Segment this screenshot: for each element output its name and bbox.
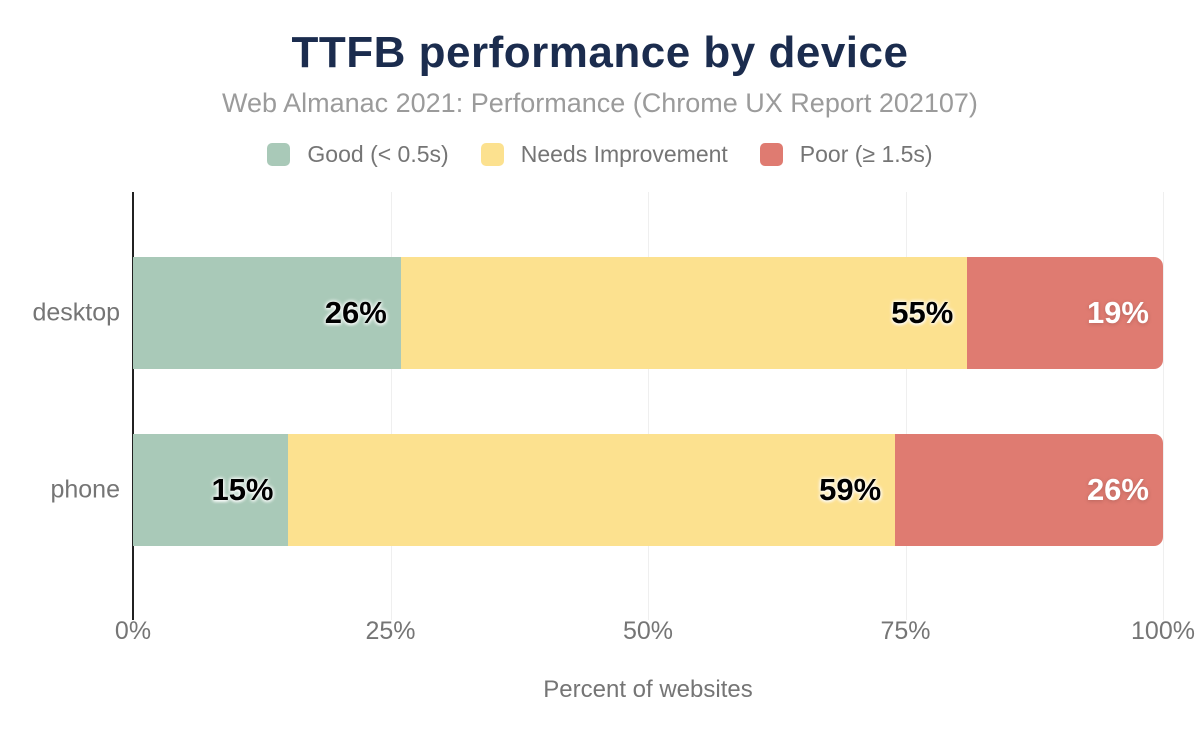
chart-legend: Good (< 0.5s) Needs Improvement Poor (≥ 1.… (0, 141, 1200, 168)
bar-segment-desktop-needs-improvement: 55% (400, 257, 968, 369)
plot-area: 0% 25% 50% 75% 100% desktop 26% 55% 19% phone 15% 5… (32, 192, 1195, 645)
legend-swatch-icon (480, 143, 504, 166)
gridline-100% (1163, 192, 1164, 620)
legend-item-needs-improvement: Needs Improvement (480, 141, 728, 168)
chart-subtitle: Web Almanac 2021: Performance (Chrome UX… (222, 88, 978, 118)
chart-title: TTFB performance by device (291, 28, 909, 77)
legend-label: Poor (≥ 1.5s) (799, 141, 933, 167)
x-tick-label-100%: 100% (1131, 617, 1195, 645)
bar-value-label: 59% (819, 472, 882, 507)
bar-value-label: 55% (891, 295, 954, 330)
gridline-75% (905, 192, 907, 620)
stacked-bar-phone: 15% 59% 26% (133, 434, 1163, 546)
x-tick-label-50%: 50% (622, 617, 674, 645)
bar-segment-desktop-good-0-5s: 26% (133, 257, 401, 369)
category-label-desktop: desktop (32, 298, 120, 327)
bar-segment-desktop-poor-1-5s: 19% (967, 257, 1163, 369)
gridline-25% (390, 192, 392, 620)
legend-label: Needs Improvement (520, 141, 728, 167)
x-tick-label-25%: 25% (365, 617, 416, 645)
bar-value-label: 26% (324, 295, 387, 330)
bar-value-label: 26% (1086, 472, 1149, 507)
x-axis-title: Percent of websites (543, 676, 753, 703)
legend-label: Good (< 0.5s) (307, 141, 449, 167)
x-tick-label-75%: 75% (880, 617, 931, 645)
x-tick-label-0%: 0% (114, 617, 152, 645)
legend-item-good-0-5s: Good (< 0.5s) (267, 141, 449, 168)
y-axis-line (132, 192, 134, 620)
legend-swatch-icon (759, 143, 783, 166)
legend-swatch-icon (267, 143, 291, 166)
bar-segment-phone-good-0-5s: 15% (133, 434, 288, 546)
bar-segment-phone-needs-improvement: 59% (287, 434, 896, 546)
stacked-bar-desktop: 26% 55% 19% (133, 257, 1163, 369)
gridline-50% (648, 192, 649, 620)
bar-value-label: 19% (1086, 295, 1149, 330)
category-label-phone: phone (50, 475, 120, 504)
legend-item-poor-1-5s: Poor (≥ 1.5s) (759, 141, 933, 168)
bar-value-label: 15% (211, 472, 274, 507)
bar-segment-phone-poor-1-5s: 26% (895, 434, 1163, 546)
